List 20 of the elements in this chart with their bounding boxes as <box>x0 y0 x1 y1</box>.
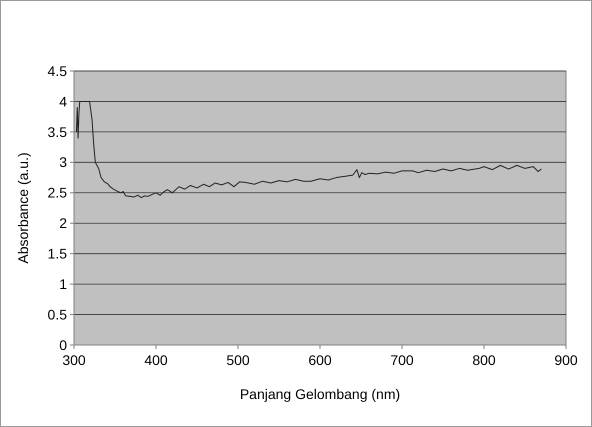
x-tick-label: 900 <box>554 352 578 368</box>
y-tick-label: 2.5 <box>48 184 68 201</box>
x-tick-label: 800 <box>472 352 496 368</box>
y-tick-label: 4.5 <box>48 62 68 79</box>
y-tick-label: 1.5 <box>48 246 68 262</box>
y-tick-label: 3.5 <box>48 124 68 140</box>
line-series <box>76 100 542 198</box>
y-tick-label: 2 <box>59 215 68 232</box>
y-axis-title: Absorbance (a.u.) <box>15 152 31 264</box>
x-tick-label: 400 <box>144 352 168 368</box>
y-tick-label: 0 <box>59 336 68 353</box>
x-tick-label: 500 <box>226 352 250 368</box>
y-tick-label: 4 <box>59 93 68 110</box>
y-tick-label: 0.5 <box>48 306 68 322</box>
x-axis-title: Panjang Gelombang (nm) <box>240 386 400 402</box>
y-tick-label: 1 <box>59 276 68 292</box>
x-tick-label: 600 <box>308 352 332 368</box>
x-tick-label: 700 <box>390 352 414 368</box>
x-tick-label: 300 <box>62 352 86 368</box>
y-tick-label: 3 <box>59 154 68 170</box>
